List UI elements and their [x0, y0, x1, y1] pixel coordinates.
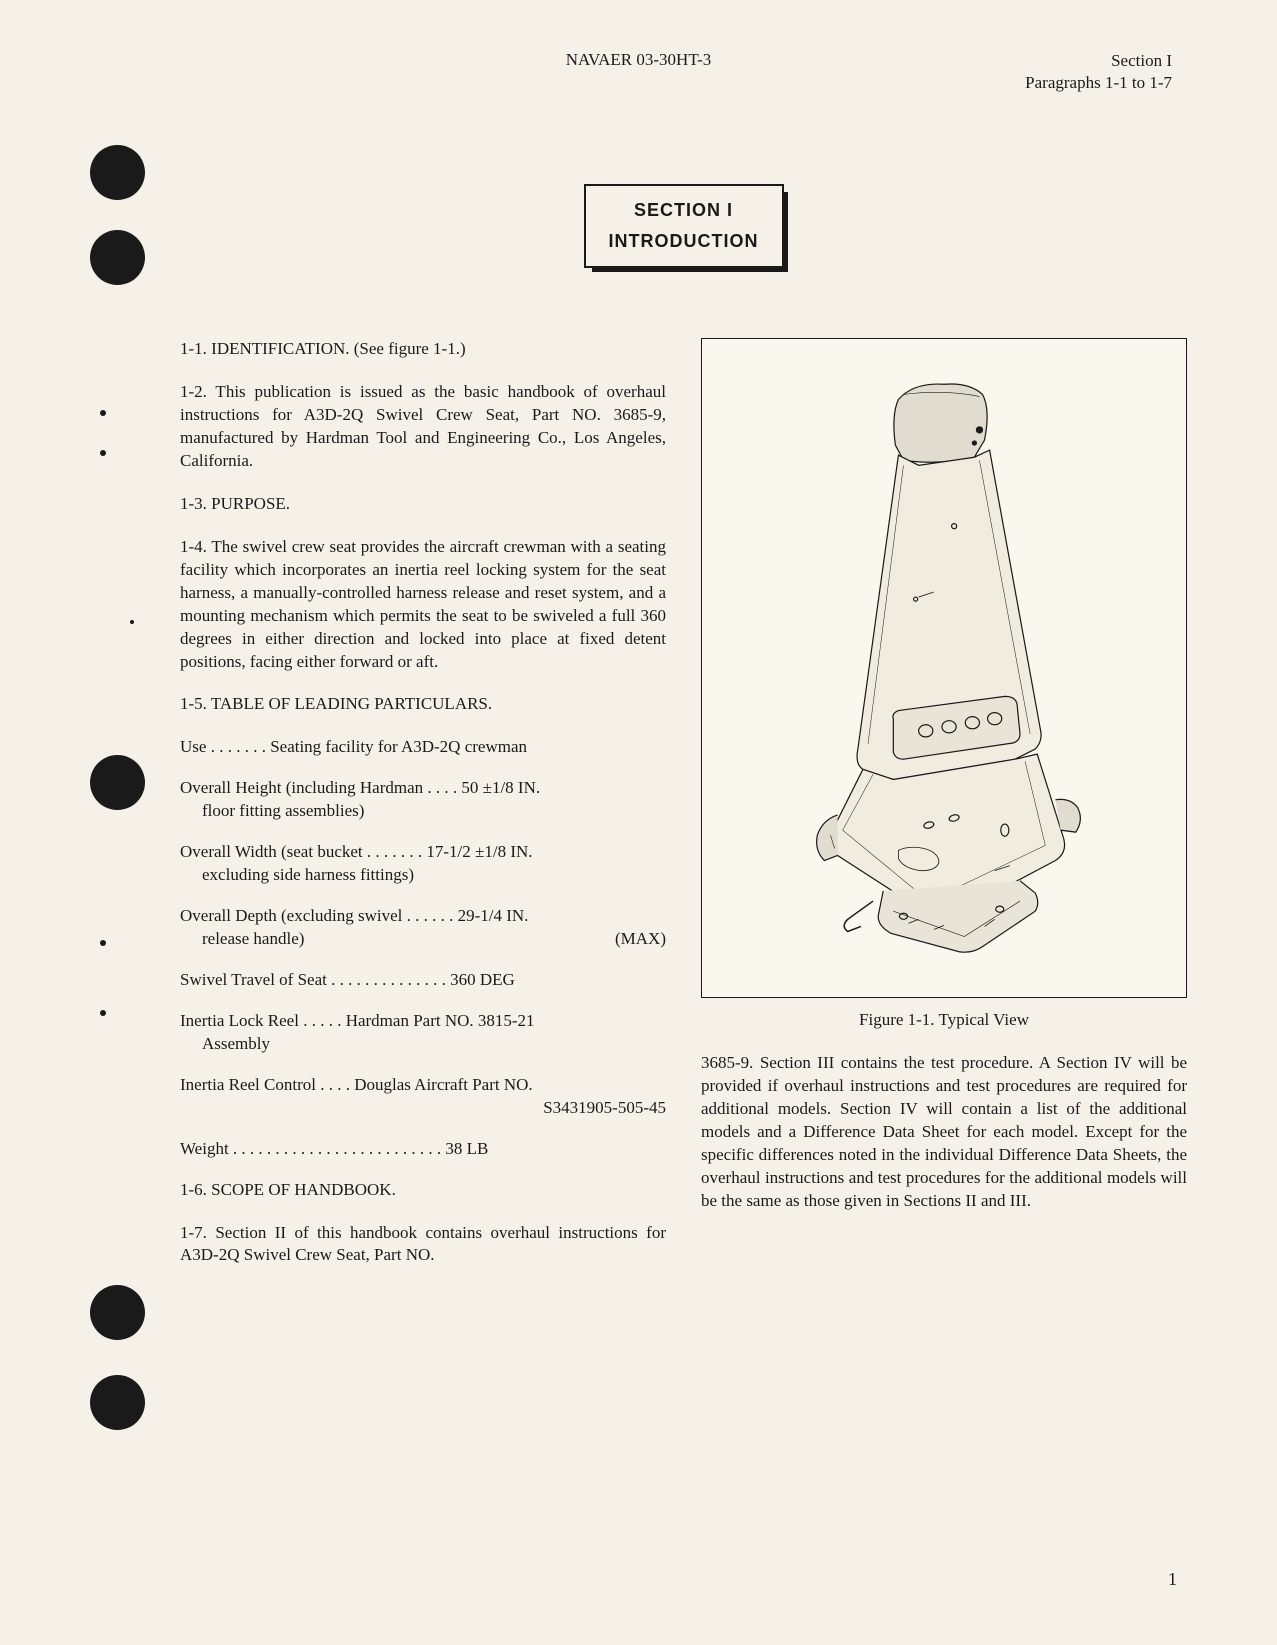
spec-inertia-control: Inertia Reel Control . . . . Douglas Air… [180, 1074, 666, 1120]
page-mark [100, 410, 106, 416]
para-1-1: 1-1. IDENTIFICATION. (See figure 1-1.) [180, 338, 666, 361]
section-name: INTRODUCTION [606, 231, 762, 252]
para-1-3: 1-3. PURPOSE. [180, 493, 666, 516]
spec-width: Overall Width (seat bucket . . . . . . .… [180, 841, 666, 887]
punch-hole [90, 230, 145, 285]
figure-1-1-box [701, 338, 1187, 998]
punch-hole [90, 1375, 145, 1430]
para-1-5: 1-5. TABLE OF LEADING PARTICULARS. [180, 693, 666, 716]
section-number: SECTION I [606, 200, 762, 221]
spec-use: Use . . . . . . . Seating facility for A… [180, 736, 666, 759]
para-1-7: 1-7. Section II of this handbook contain… [180, 1222, 666, 1268]
page-header: NAVAER 03-30HT-3 Section I Paragraphs 1-… [180, 50, 1187, 94]
spec-swivel: Swivel Travel of Seat . . . . . . . . . … [180, 969, 666, 992]
para-1-2: 1-2. This publication is issued as the b… [180, 381, 666, 473]
punch-hole [90, 145, 145, 200]
para-1-6: 1-6. SCOPE OF HANDBOOK. [180, 1179, 666, 1202]
page-mark [100, 450, 106, 456]
seat-illustration [722, 364, 1166, 972]
section-title-box: SECTION I INTRODUCTION [584, 184, 784, 268]
spec-inertia-lock: Inertia Lock Reel . . . . . Hardman Part… [180, 1010, 666, 1056]
spec-height: Overall Height (including Hardman . . . … [180, 777, 666, 823]
para-right-continuation: 3685-9. Section III contains the test pr… [701, 1052, 1187, 1213]
spec-weight: Weight . . . . . . . . . . . . . . . . .… [180, 1138, 666, 1161]
header-section: Section I [1025, 50, 1172, 72]
spec-depth: Overall Depth (excluding swivel . . . . … [180, 905, 666, 951]
left-column: 1-1. IDENTIFICATION. (See figure 1-1.) 1… [180, 338, 666, 1267]
header-paragraphs: Paragraphs 1-1 to 1-7 [1025, 72, 1172, 94]
para-1-4: 1-4. The swivel crew seat provides the a… [180, 536, 666, 674]
page-mark [100, 1010, 106, 1016]
page-mark [100, 940, 106, 946]
right-column: Figure 1-1. Typical View 3685-9. Section… [701, 338, 1187, 1267]
page-number: 1 [1168, 1569, 1177, 1590]
punch-hole [90, 1285, 145, 1340]
header-document-number: NAVAER 03-30HT-3 [566, 50, 712, 70]
page-mark [130, 620, 134, 624]
figure-caption: Figure 1-1. Typical View [701, 1010, 1187, 1030]
content-area: 1-1. IDENTIFICATION. (See figure 1-1.) 1… [180, 338, 1187, 1267]
punch-hole [90, 755, 145, 810]
